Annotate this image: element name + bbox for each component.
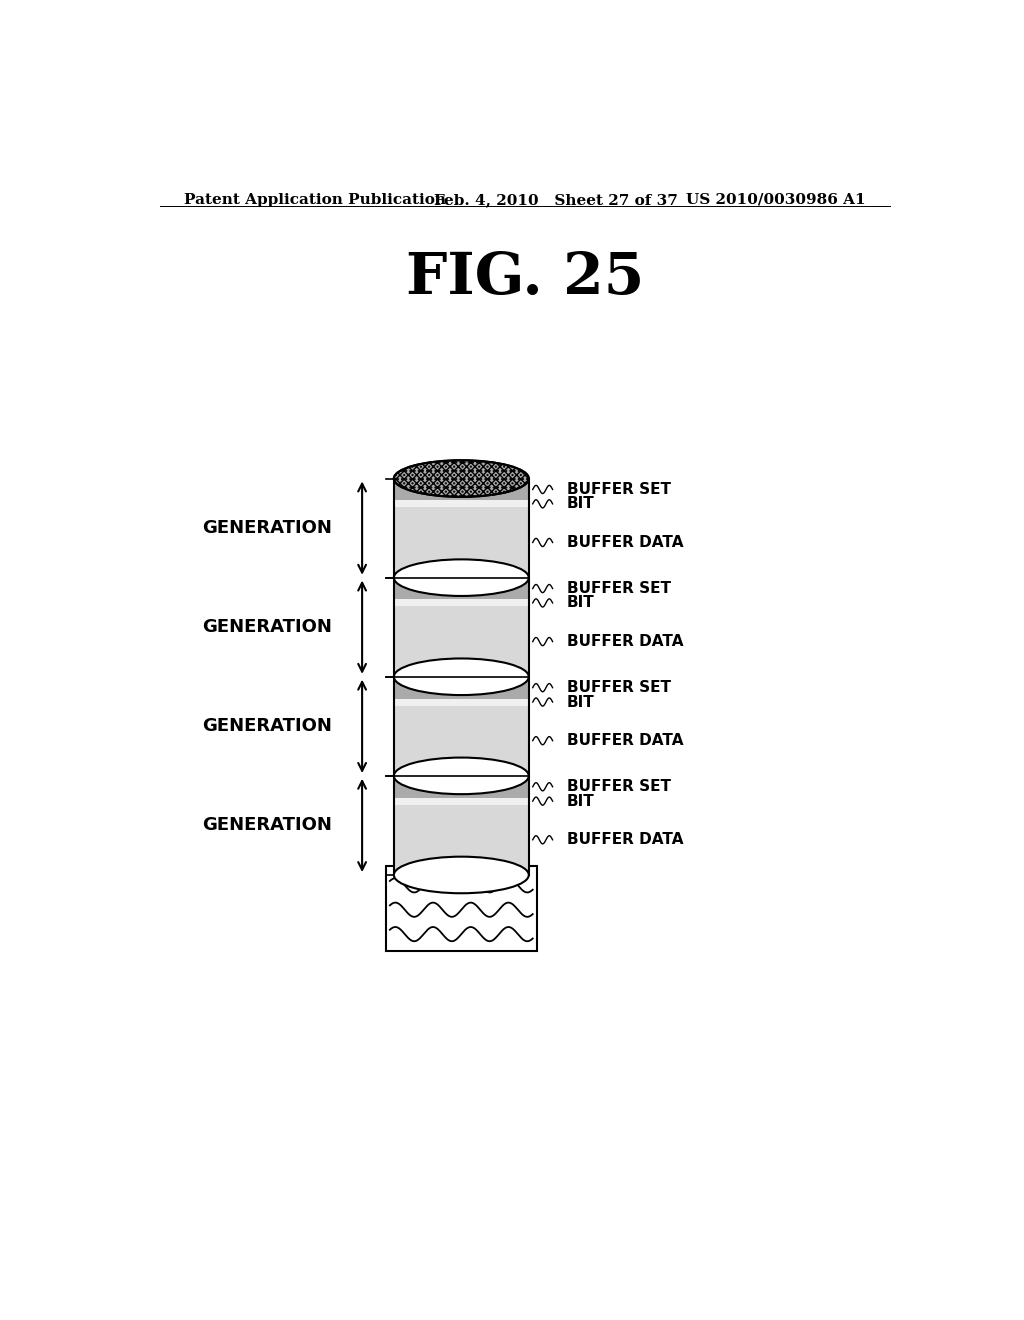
Bar <box>394 606 528 677</box>
Text: BIT: BIT <box>567 694 595 710</box>
Text: GENERATION: GENERATION <box>202 816 332 834</box>
Bar <box>394 797 528 805</box>
Bar <box>394 677 528 698</box>
Text: BUFFER SET: BUFFER SET <box>567 680 671 696</box>
Ellipse shape <box>394 758 528 795</box>
Bar <box>394 479 528 500</box>
Text: GENERATION: GENERATION <box>202 618 332 636</box>
Bar <box>394 677 528 698</box>
Text: BUFFER DATA: BUFFER DATA <box>567 833 683 847</box>
Ellipse shape <box>394 560 528 595</box>
Bar <box>394 599 528 606</box>
Bar <box>394 805 528 875</box>
Bar <box>394 698 528 705</box>
Text: US 2010/0030986 A1: US 2010/0030986 A1 <box>686 193 866 207</box>
Text: Patent Application Publication: Patent Application Publication <box>183 193 445 207</box>
Bar <box>394 479 528 875</box>
Text: GENERATION: GENERATION <box>202 519 332 537</box>
Bar <box>394 578 528 599</box>
Ellipse shape <box>394 659 528 696</box>
Text: FIG. 25: FIG. 25 <box>406 249 644 306</box>
Bar <box>394 507 528 578</box>
Text: Feb. 4, 2010   Sheet 27 of 37: Feb. 4, 2010 Sheet 27 of 37 <box>433 193 678 207</box>
Bar <box>394 776 528 797</box>
Bar <box>394 578 528 599</box>
Text: BIT: BIT <box>567 793 595 809</box>
Bar <box>386 866 537 952</box>
Bar <box>394 776 528 797</box>
Text: BIT: BIT <box>567 496 595 511</box>
Text: GENERATION: GENERATION <box>202 717 332 735</box>
Text: BUFFER SET: BUFFER SET <box>567 581 671 597</box>
Ellipse shape <box>394 857 528 894</box>
Text: BUFFER DATA: BUFFER DATA <box>567 733 683 748</box>
Text: BUFFER DATA: BUFFER DATA <box>567 634 683 649</box>
Text: BUFFER SET: BUFFER SET <box>567 482 671 496</box>
Bar <box>394 705 528 776</box>
Bar <box>394 479 528 500</box>
Bar <box>394 500 528 507</box>
Text: BUFFER SET: BUFFER SET <box>567 779 671 795</box>
Text: BIT: BIT <box>567 595 595 610</box>
Ellipse shape <box>394 461 528 496</box>
Text: BUFFER DATA: BUFFER DATA <box>567 535 683 550</box>
